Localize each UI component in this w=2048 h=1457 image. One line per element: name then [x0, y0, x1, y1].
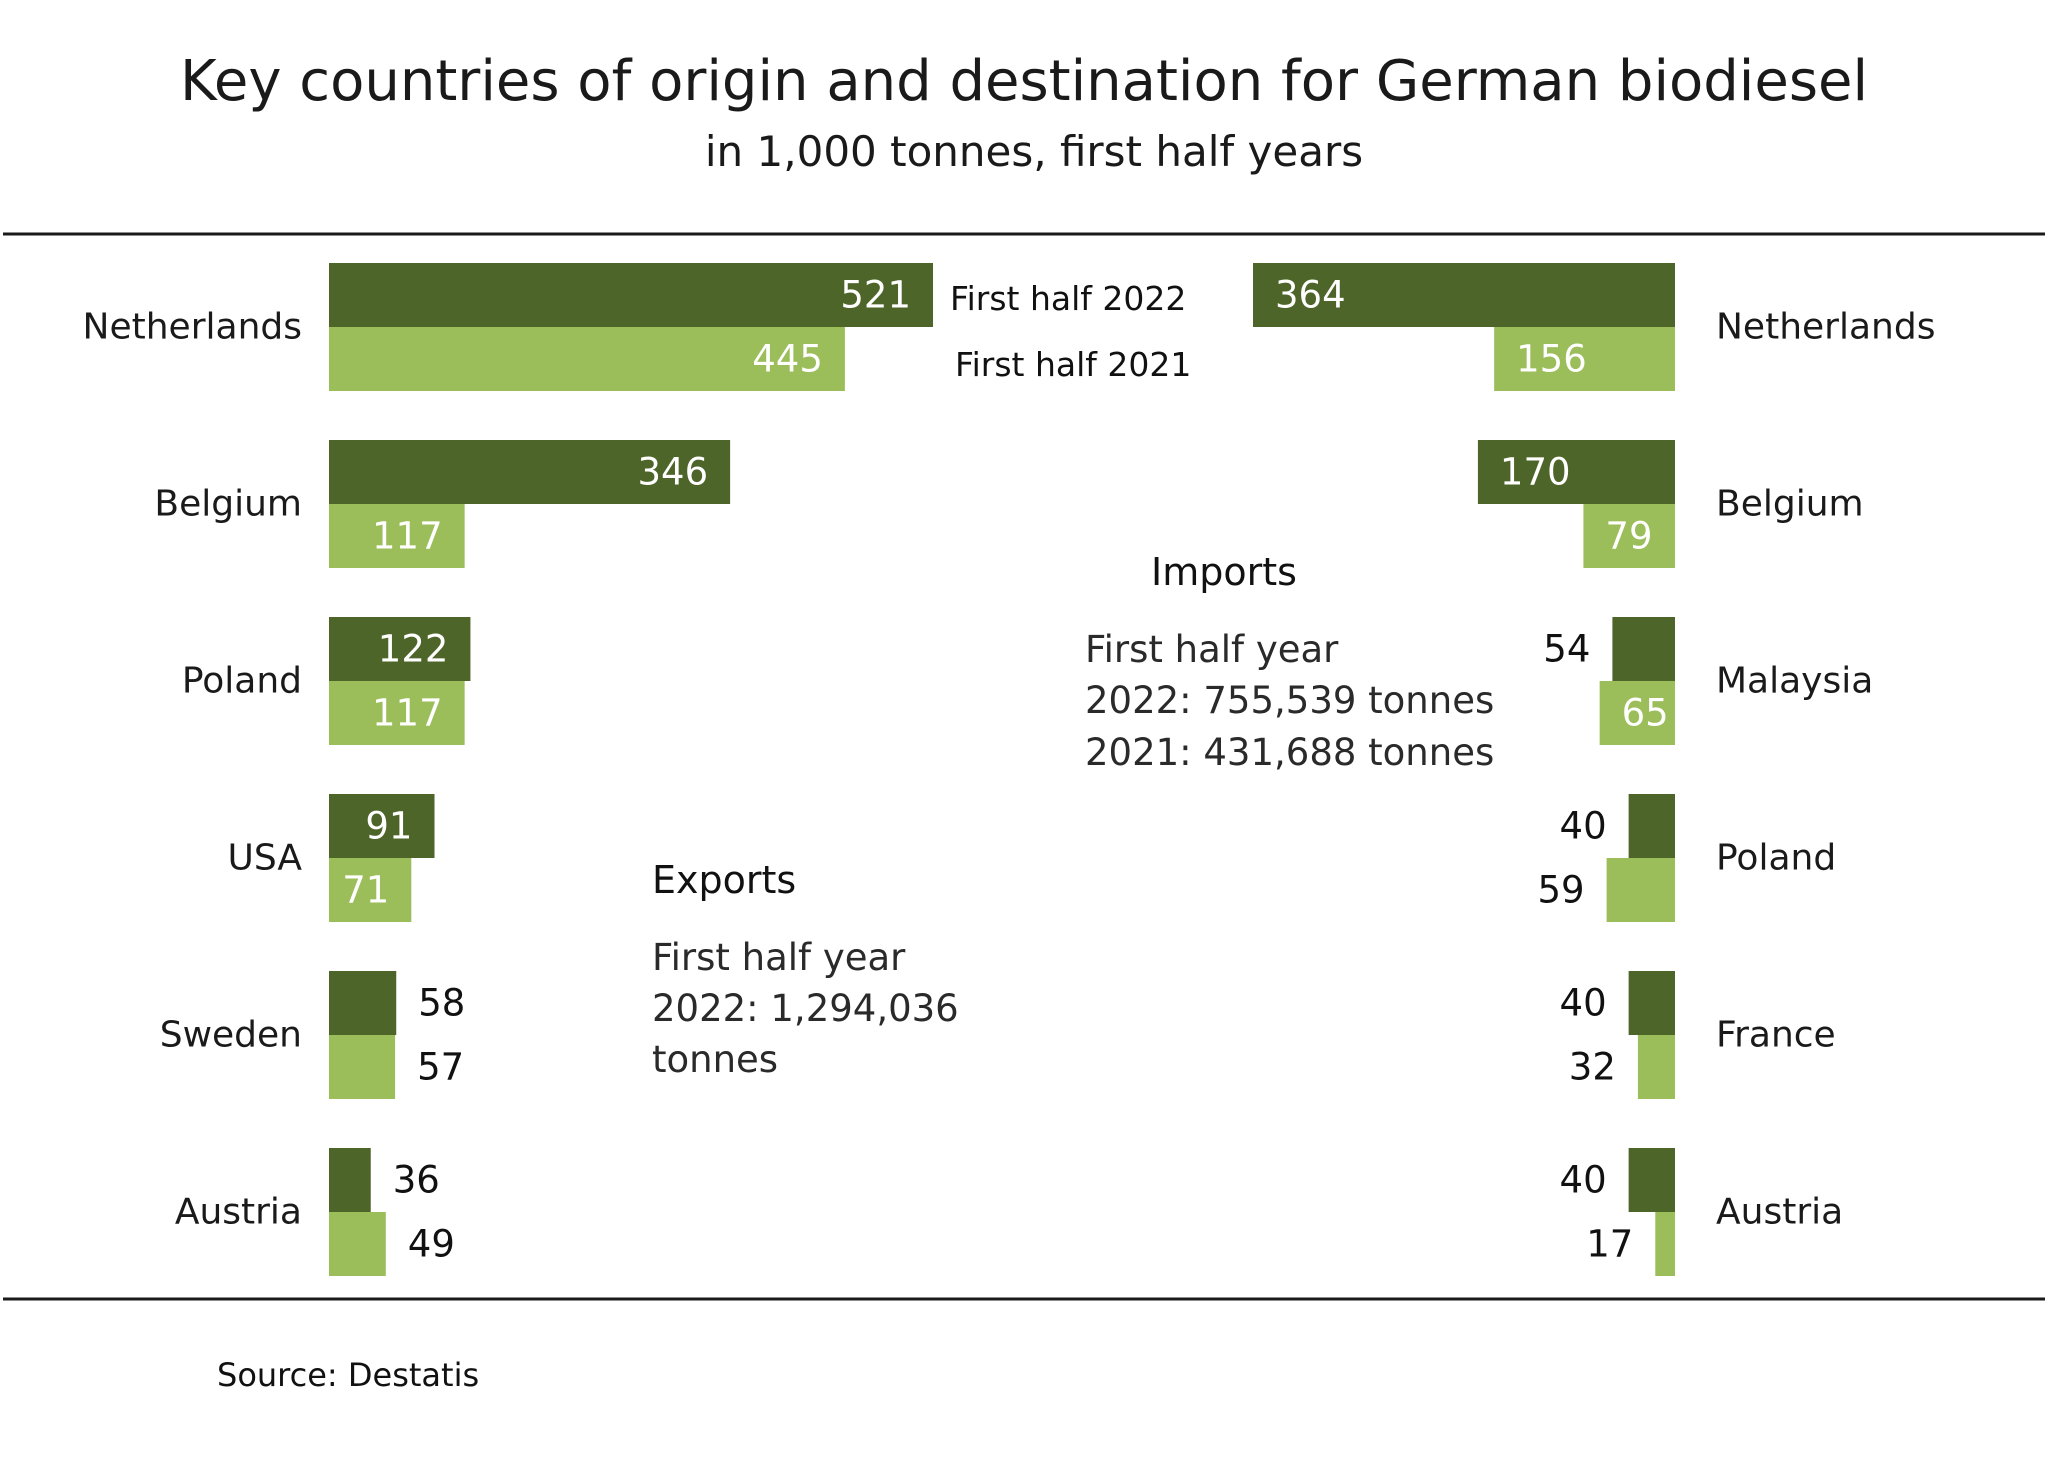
- imports-heading: Imports: [1151, 550, 1297, 594]
- exports-value-label: 117: [372, 515, 443, 558]
- imports-bar-2022: [1628, 1148, 1675, 1212]
- exports-value-label: 346: [637, 451, 708, 494]
- exports-country-label: Poland: [182, 661, 302, 702]
- imports-bar-2021: [1655, 1212, 1675, 1276]
- imports-bars: Netherlands 364 156 Belgium 170 79 Malaysia 54 6…: [1253, 263, 1935, 1276]
- chart-title: Key countries of origin and destination …: [180, 49, 1868, 114]
- exports-bar-2022: [329, 794, 435, 858]
- imports-value-label: 65: [1622, 692, 1669, 735]
- imports-value-label: 40: [1560, 1159, 1607, 1202]
- exports-bar-2021: [329, 327, 845, 391]
- imports-note-line-2: 2022: 755,539 tonnes: [1085, 679, 1494, 722]
- exports-bar-2021: [329, 858, 412, 922]
- exports-bar-2022: [329, 263, 933, 327]
- exports-country-label: Netherlands: [83, 307, 302, 348]
- imports-country-label: Belgium: [1716, 484, 1864, 525]
- imports-bar-2022: [1612, 617, 1675, 681]
- exports-value-label: 117: [372, 692, 443, 735]
- exports-country-label: Belgium: [154, 484, 302, 525]
- exports-value-label: 58: [418, 982, 465, 1025]
- exports-note-line-3: tonnes: [652, 1038, 778, 1081]
- exports-country-label: Austria: [175, 1192, 302, 1233]
- imports-note-line-3: 2021: 431,688 tonnes: [1085, 731, 1494, 774]
- exports-value-label: 91: [365, 805, 412, 848]
- exports-value-label: 521: [840, 274, 911, 317]
- exports-bar-2022: [329, 440, 731, 504]
- imports-bar-2022: [1477, 440, 1675, 504]
- imports-country-label: Poland: [1716, 838, 1836, 879]
- imports-country-label: France: [1716, 1015, 1836, 1056]
- imports-bar-2021: [1606, 858, 1675, 922]
- imports-country-label: Malaysia: [1716, 661, 1873, 702]
- exports-value-label: 57: [417, 1046, 464, 1089]
- exports-value-label: 36: [393, 1159, 440, 1202]
- imports-bar-2021: [1637, 1035, 1675, 1099]
- imports-note-line-1: First half year: [1085, 628, 1339, 671]
- imports-value-label: 17: [1586, 1223, 1633, 1266]
- imports-value-label: 40: [1560, 805, 1607, 848]
- imports-bar-2021: [1599, 681, 1675, 745]
- exports-heading: Exports: [652, 858, 796, 902]
- imports-value-label: 59: [1538, 869, 1585, 912]
- imports-value-label: 79: [1605, 515, 1652, 558]
- exports-note-line-1: First half year: [652, 936, 906, 979]
- exports-bar-2021: [329, 681, 465, 745]
- exports-bar-2022: [329, 1148, 371, 1212]
- legend-2022: First half 2022: [950, 279, 1186, 318]
- exports-value-label: 122: [378, 628, 449, 671]
- exports-value-label: 49: [408, 1223, 455, 1266]
- imports-value-label: 40: [1560, 982, 1607, 1025]
- imports-value-label: 54: [1543, 628, 1590, 671]
- imports-bar-2022: [1628, 971, 1675, 1035]
- exports-bar-2021: [329, 1035, 396, 1099]
- legend-2021: First half 2021: [955, 345, 1191, 384]
- imports-bar-2021: [1494, 327, 1675, 391]
- exports-value-label: 445: [752, 338, 823, 381]
- imports-bar-2022: [1253, 263, 1675, 327]
- imports-country-label: Austria: [1716, 1192, 1843, 1233]
- exports-bars: Netherlands 521 445 Belgium 346 117 Poland 122 1…: [83, 263, 933, 1276]
- exports-bar-2021: [329, 504, 465, 568]
- imports-country-label: Netherlands: [1716, 307, 1935, 348]
- imports-value-label: 364: [1275, 274, 1346, 317]
- imports-bar-2021: [1583, 504, 1675, 568]
- exports-bar-2021: [329, 1212, 386, 1276]
- exports-country-label: USA: [228, 838, 303, 879]
- exports-bar-2022: [329, 971, 397, 1035]
- source-note: Source: Destatis: [217, 1356, 479, 1394]
- exports-bar-2022: [329, 617, 471, 681]
- exports-value-label: 71: [342, 869, 389, 912]
- imports-bar-2022: [1628, 794, 1675, 858]
- exports-note-line-2: 2022: 1,294,036: [652, 987, 959, 1030]
- imports-value-label: 170: [1500, 451, 1571, 494]
- chart-subtitle: in 1,000 tonnes, first half years: [705, 127, 1363, 176]
- imports-value-label: 156: [1516, 338, 1587, 381]
- exports-country-label: Sweden: [160, 1015, 302, 1056]
- imports-value-label: 32: [1569, 1046, 1616, 1089]
